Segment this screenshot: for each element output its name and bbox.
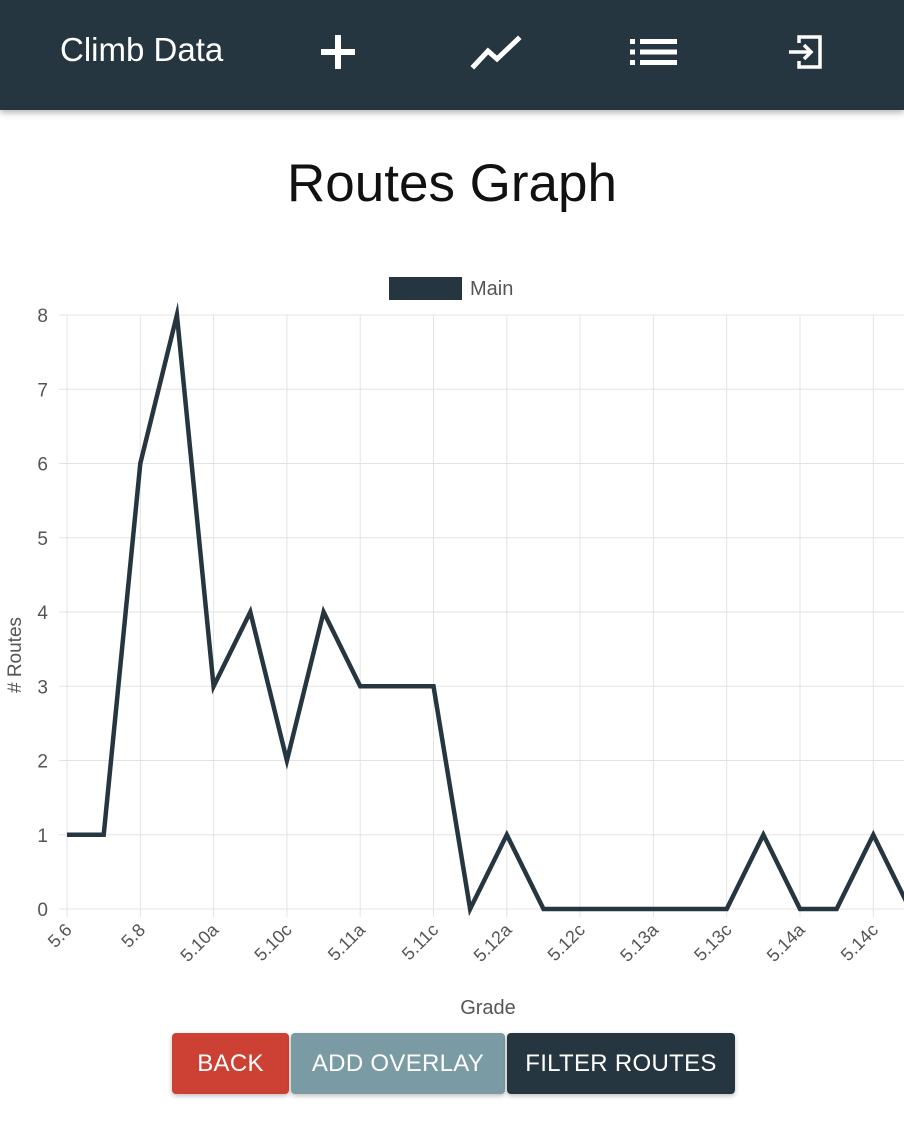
- y-tick-label: 3: [37, 677, 48, 698]
- graph-button[interactable]: [466, 27, 526, 77]
- y-axis-label: # Routes: [5, 617, 26, 693]
- series-line-main: [67, 301, 904, 917]
- x-tick-label: 5.6: [44, 920, 76, 952]
- navbar: Climb Data: [0, 0, 904, 110]
- routes-chart: Main 0 1 2 3 4 5 6 7 8 5.6 5.8 5.10a 5.10c 5.11a 5.11…: [5, 277, 904, 1019]
- chart-legend: Main: [389, 277, 513, 300]
- chart-grid: [59, 314, 904, 917]
- y-tick-label: 1: [37, 826, 48, 847]
- x-tick-label: 5.11a: [324, 919, 370, 965]
- y-axis-ticks: 0 1 2 3 4 5 6 7 8: [37, 306, 48, 921]
- filter-routes-button[interactable]: FILTER ROUTES: [507, 1033, 735, 1094]
- logout-button[interactable]: [775, 27, 835, 77]
- chart-series: [67, 301, 904, 917]
- x-tick-label: 5.11c: [398, 920, 442, 964]
- x-tick-label: 5.10c: [250, 920, 295, 965]
- x-axis-label: Grade: [460, 997, 516, 1019]
- x-tick-label: 5.10a: [176, 919, 223, 966]
- back-button[interactable]: BACK: [172, 1033, 289, 1094]
- page-title: Routes Graph: [287, 154, 617, 213]
- y-tick-label: 8: [37, 306, 48, 327]
- logout-icon: [789, 35, 822, 69]
- brand-title[interactable]: Climb Data: [60, 31, 224, 68]
- y-tick-label: 2: [37, 752, 48, 773]
- y-tick-label: 0: [37, 900, 48, 921]
- y-tick-label: 5: [37, 529, 48, 550]
- x-tick-label: 5.14a: [763, 919, 810, 966]
- plus-icon: [321, 35, 355, 69]
- action-buttons: BACK ADD OVERLAY FILTER ROUTES: [172, 1033, 735, 1094]
- x-tick-label: 5.8: [117, 920, 149, 952]
- legend-swatch-main: [389, 277, 462, 300]
- y-tick-label: 4: [37, 603, 48, 624]
- x-axis-ticks: 5.6 5.8 5.10a 5.10c 5.11a 5.11c 5.12a 5.12c 5.13…: [44, 919, 882, 966]
- add-overlay-button[interactable]: ADD OVERLAY: [291, 1033, 505, 1094]
- y-tick-label: 7: [37, 380, 48, 401]
- routes-list-button[interactable]: [624, 27, 684, 77]
- y-tick-label: 6: [37, 455, 48, 476]
- x-tick-label: 5.12a: [470, 919, 517, 966]
- x-tick-label: 5.13c: [690, 920, 735, 965]
- list-icon: [630, 39, 677, 65]
- legend-label-main: Main: [470, 278, 513, 300]
- x-tick-label: 5.12c: [544, 920, 589, 965]
- add-route-button[interactable]: [308, 27, 368, 77]
- line-chart-icon: [470, 35, 522, 70]
- x-tick-label: 5.13a: [616, 919, 663, 966]
- x-tick-label: 5.14c: [837, 920, 882, 965]
